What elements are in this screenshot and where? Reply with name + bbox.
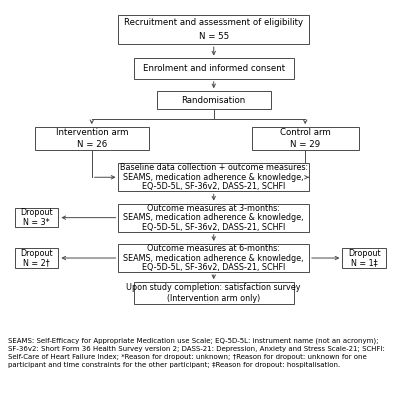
Text: Outcome measures at 3-months:: Outcome measures at 3-months: bbox=[147, 204, 280, 213]
Text: EQ-5D-5L, SF-36v2, DASS-21, SCHFI: EQ-5D-5L, SF-36v2, DASS-21, SCHFI bbox=[142, 222, 285, 232]
Text: SEAMS, medication adherence & knowledge,: SEAMS, medication adherence & knowledge, bbox=[123, 213, 304, 222]
FancyBboxPatch shape bbox=[342, 248, 386, 268]
FancyBboxPatch shape bbox=[15, 208, 58, 228]
FancyBboxPatch shape bbox=[118, 244, 309, 272]
FancyBboxPatch shape bbox=[35, 127, 149, 150]
FancyBboxPatch shape bbox=[15, 248, 58, 268]
Text: Outcome measures at 6-months:: Outcome measures at 6-months: bbox=[147, 244, 280, 253]
FancyBboxPatch shape bbox=[118, 163, 309, 191]
Text: Upon study completion: satisfaction survey: Upon study completion: satisfaction surv… bbox=[127, 283, 301, 292]
Text: Enrolment and informed consent: Enrolment and informed consent bbox=[143, 64, 285, 73]
FancyBboxPatch shape bbox=[134, 282, 294, 304]
Text: SEAMS, medication adherence & knowledge,: SEAMS, medication adherence & knowledge, bbox=[123, 173, 304, 182]
Text: N = 29: N = 29 bbox=[290, 140, 320, 149]
Text: Recruitment and assessment of eligibility: Recruitment and assessment of eligibilit… bbox=[124, 18, 303, 27]
FancyBboxPatch shape bbox=[118, 204, 309, 232]
Text: Dropout: Dropout bbox=[20, 249, 53, 258]
FancyBboxPatch shape bbox=[118, 15, 309, 44]
Text: N = 3*: N = 3* bbox=[23, 218, 50, 227]
Text: N = 55: N = 55 bbox=[198, 32, 229, 41]
Text: Randomisation: Randomisation bbox=[181, 96, 246, 104]
Text: SEAMS, medication adherence & knowledge,: SEAMS, medication adherence & knowledge, bbox=[123, 254, 304, 262]
Text: Dropout: Dropout bbox=[20, 208, 53, 217]
FancyBboxPatch shape bbox=[156, 91, 271, 109]
Text: Control arm: Control arm bbox=[280, 128, 331, 137]
Text: EQ-5D-5L, SF-36v2, DASS-21, SCHFI: EQ-5D-5L, SF-36v2, DASS-21, SCHFI bbox=[142, 263, 285, 272]
Text: (Intervention arm only): (Intervention arm only) bbox=[167, 294, 260, 303]
Text: Baseline data collection + outcome measures:: Baseline data collection + outcome measu… bbox=[119, 163, 308, 172]
Text: EQ-5D-5L, SF-36v2, DASS-21, SCHFI: EQ-5D-5L, SF-36v2, DASS-21, SCHFI bbox=[142, 182, 285, 191]
FancyBboxPatch shape bbox=[252, 127, 358, 150]
FancyBboxPatch shape bbox=[134, 58, 294, 79]
Text: Dropout: Dropout bbox=[348, 249, 381, 258]
Text: N = 26: N = 26 bbox=[77, 140, 107, 149]
Text: N = 2†: N = 2† bbox=[23, 258, 50, 268]
Text: SEAMS: Self-Efficacy for Appropriate Medication use Scale; EQ-5D-5L: instrument : SEAMS: Self-Efficacy for Appropriate Med… bbox=[8, 338, 385, 368]
Text: N = 1‡: N = 1‡ bbox=[351, 258, 378, 268]
Text: Intervention arm: Intervention arm bbox=[56, 128, 128, 137]
